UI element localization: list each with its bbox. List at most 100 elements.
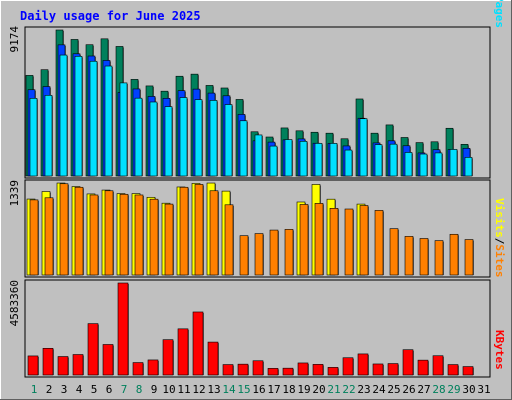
kbytes-bar-day-6 (102, 344, 114, 376)
day-label-6: 6 (106, 383, 113, 396)
legend-part: KBytes (493, 330, 506, 370)
kbytes-bars (27, 282, 474, 376)
sites-bar-day-29 (449, 233, 459, 276)
pages-bar-day-12 (194, 99, 203, 177)
day-label-31: 31 (477, 383, 490, 396)
day-label-29: 29 (447, 383, 460, 396)
visits-bars (26, 182, 474, 276)
kbytes-bar-day-2 (42, 348, 54, 376)
pages-bar-day-3 (59, 54, 68, 177)
kbytes-bar-day-5 (87, 323, 99, 376)
day-label-14: 14 (222, 383, 236, 396)
kbytes-legend: KBytes (493, 330, 506, 370)
pages-bar-day-17 (269, 145, 278, 177)
day-label-4: 4 (76, 383, 83, 396)
kbytes-bar-day-24 (372, 363, 384, 376)
legend-part: / (493, 238, 506, 245)
day-label-1: 1 (31, 383, 38, 396)
kbytes-bar-day-9 (147, 359, 159, 376)
day-label-19: 19 (297, 383, 310, 396)
pages-bar-day-9 (149, 101, 158, 177)
kbytes-bar-day-4 (72, 354, 84, 376)
day-label-22: 22 (342, 383, 355, 396)
kbytes-bar-day-13 (207, 341, 219, 376)
visits-ymax-label: 1339 (8, 180, 21, 207)
sites-bar-day-20 (314, 203, 324, 276)
day-label-26: 26 (402, 383, 415, 396)
pages-bar-day-18 (284, 139, 293, 177)
day-label-3: 3 (61, 383, 68, 396)
day-label-11: 11 (177, 383, 190, 396)
pages-bar-day-11 (179, 97, 188, 177)
pages-bar-day-26 (404, 152, 413, 177)
sites-bar-day-22 (344, 208, 354, 276)
hits-bars (25, 29, 473, 177)
day-label-20: 20 (312, 383, 325, 396)
day-label-30: 30 (462, 383, 475, 396)
pages-bar-day-29 (449, 149, 458, 177)
kbytes-bar-day-8 (132, 362, 144, 376)
pages-bar-day-20 (314, 143, 323, 177)
pages-bar-day-21 (329, 143, 338, 177)
hits-legend: Hits/Files/Pages (493, 0, 506, 28)
pages-bar-day-1 (29, 98, 38, 177)
day-label-16: 16 (252, 383, 265, 396)
visits-legend: Visits/Sites (493, 198, 506, 278)
day-label-28: 28 (432, 383, 445, 396)
kbytes-bar-day-12 (192, 311, 204, 376)
pages-bar-day-13 (209, 100, 218, 177)
pages-bar-day-16 (254, 134, 263, 177)
pages-bar-day-2 (44, 95, 53, 177)
sites-bar-day-18 (284, 229, 294, 276)
sites-bar-day-23 (359, 205, 369, 276)
pages-bar-day-5 (89, 60, 98, 177)
pages-bar-day-7 (119, 82, 128, 177)
kbytes-bar-day-1 (27, 355, 39, 376)
sites-bar-day-19 (299, 204, 309, 276)
sites-bar-day-30 (464, 239, 474, 276)
kbytes-bar-day-29 (447, 364, 459, 376)
pages-bar-day-23 (359, 118, 368, 177)
day-label-5: 5 (91, 383, 98, 396)
kbytes-bar-day-25 (387, 363, 399, 376)
sites-bar-day-25 (389, 228, 399, 276)
kbytes-bar-day-14 (222, 364, 234, 376)
pages-bar-day-27 (419, 153, 428, 177)
pages-bar-day-22 (344, 149, 353, 177)
day-label-10: 10 (162, 383, 175, 396)
day-label-27: 27 (417, 383, 430, 396)
kbytes-bar-day-17 (267, 368, 279, 376)
sites-bar-day-27 (419, 238, 429, 276)
day-label-8: 8 (136, 383, 143, 396)
day-label-15: 15 (237, 383, 250, 396)
sites-bar-day-12 (194, 184, 204, 276)
pages-bar-day-6 (104, 65, 113, 177)
kbytes-bar-day-22 (342, 357, 354, 376)
kbytes-ymax-label: 4583360 (8, 280, 21, 326)
sites-bar-day-14 (224, 204, 234, 276)
pages-bar-day-14 (224, 104, 233, 177)
day-label-17: 17 (267, 383, 280, 396)
sites-bar-day-28 (434, 240, 444, 276)
sites-bar-day-21 (329, 208, 339, 276)
kbytes-bar-day-27 (417, 359, 429, 376)
day-label-23: 23 (357, 383, 370, 396)
kbytes-bar-day-18 (282, 367, 294, 376)
sites-bar-day-16 (254, 233, 264, 276)
chart-title: Daily usage for June 2025 (20, 9, 201, 23)
day-label-7: 7 (121, 383, 128, 396)
hits-ymax-label: 9174 (8, 26, 21, 53)
sites-bar-day-10 (164, 203, 174, 276)
sites-bar-day-8 (134, 194, 144, 276)
legend-part: Pages (493, 0, 506, 28)
sites-bar-day-6 (104, 190, 114, 276)
sites-bar-day-11 (179, 186, 189, 276)
sites-bar-day-24 (374, 210, 384, 276)
pages-bar-day-4 (74, 56, 83, 177)
day-label-13: 13 (207, 383, 220, 396)
sites-bar-day-26 (404, 236, 414, 276)
pages-bar-day-15 (239, 120, 248, 177)
pages-bar-day-25 (389, 143, 398, 177)
